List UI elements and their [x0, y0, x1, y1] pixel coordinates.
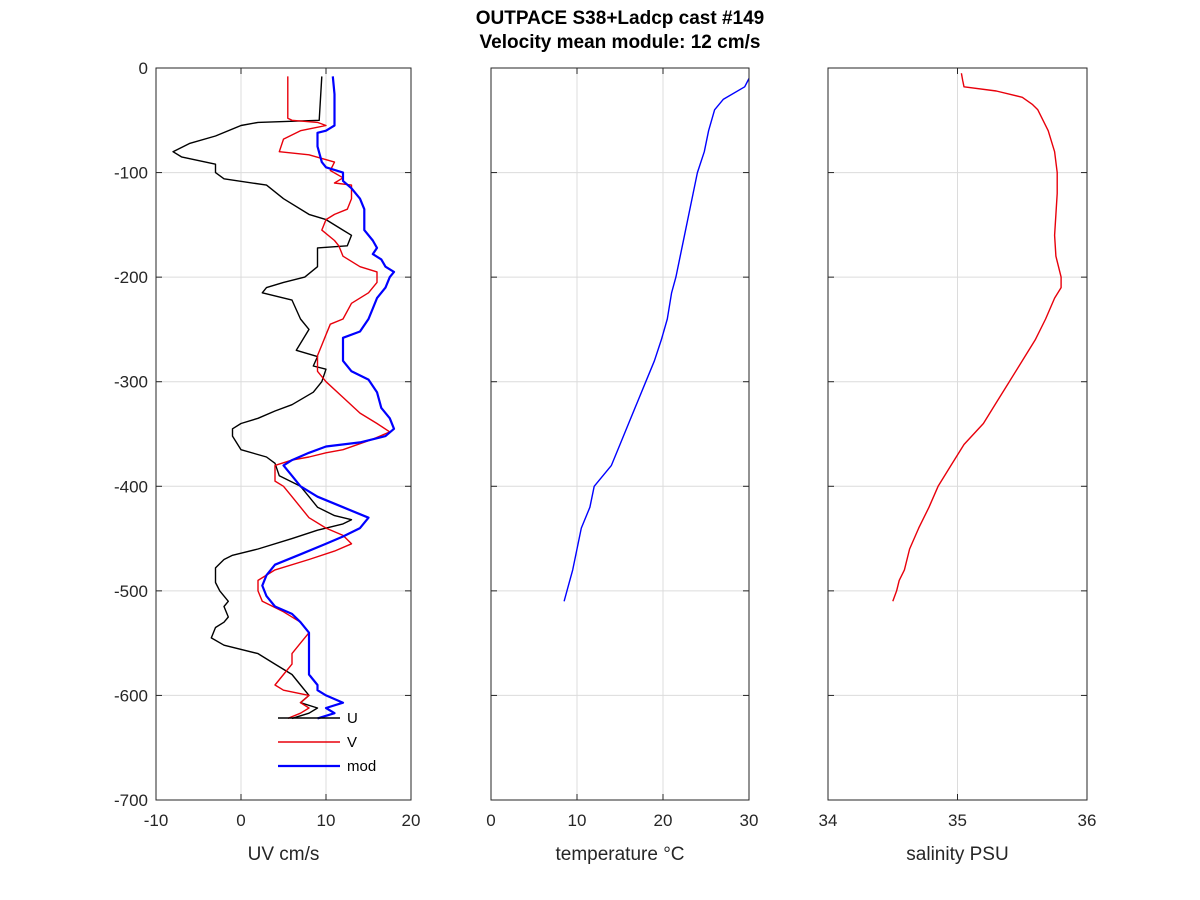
x-tick-label: 10 [317, 811, 336, 830]
axes-temperature: 0 10 20 30 temperature °C [486, 67, 759, 865]
series-line-mod [261, 76, 396, 720]
x-tick-label: -10 [144, 811, 169, 830]
x-axis-label: UV cm/s [248, 844, 320, 865]
x-tick-label: 20 [654, 811, 673, 830]
legend-label-mod: mod [347, 758, 376, 775]
axes-box [155, 67, 412, 801]
axes-salinity: 34 35 36 salinity PSU [819, 67, 1097, 865]
y-tick-label: -100 [114, 164, 148, 183]
y-tick-label: -200 [114, 268, 148, 287]
x-tick-label: 0 [236, 811, 245, 830]
axes-uv: -10 0 10 200-100-200-300-400-500-600-700UV … [114, 59, 420, 865]
title-line-1: OUTPACE S38+Ladcp cast #149 [475, 8, 765, 29]
series-line-u [172, 76, 353, 720]
series-line [563, 78, 750, 602]
y-tick-label: -400 [114, 477, 148, 496]
title-line-2: Velocity mean module: 12 cm/s [479, 32, 761, 53]
y-tick-label: -700 [114, 791, 148, 810]
x-tick-label: 10 [568, 811, 587, 830]
y-tick-label: -600 [114, 686, 148, 705]
x-tick-label: 34 [819, 811, 838, 830]
x-tick-label: 20 [402, 811, 421, 830]
y-tick-label: 0 [139, 59, 148, 78]
x-tick-label: 36 [1078, 811, 1097, 830]
legend-label-u: U [347, 710, 358, 727]
y-tick-label: -500 [114, 582, 148, 601]
y-tick-label: -300 [114, 373, 148, 392]
x-axis-label: temperature °C [555, 844, 684, 865]
axes-box [490, 67, 750, 801]
figure-title: OUTPACE S38+Ladcp cast #149 Velocity mea… [0, 7, 1200, 55]
series-line [892, 73, 1062, 602]
x-tick-label: 0 [486, 811, 495, 830]
x-tick-label: 35 [948, 811, 967, 830]
x-axis-label: salinity PSU [906, 844, 1008, 865]
legend-label-v: V [347, 734, 357, 751]
x-tick-label: 30 [740, 811, 759, 830]
